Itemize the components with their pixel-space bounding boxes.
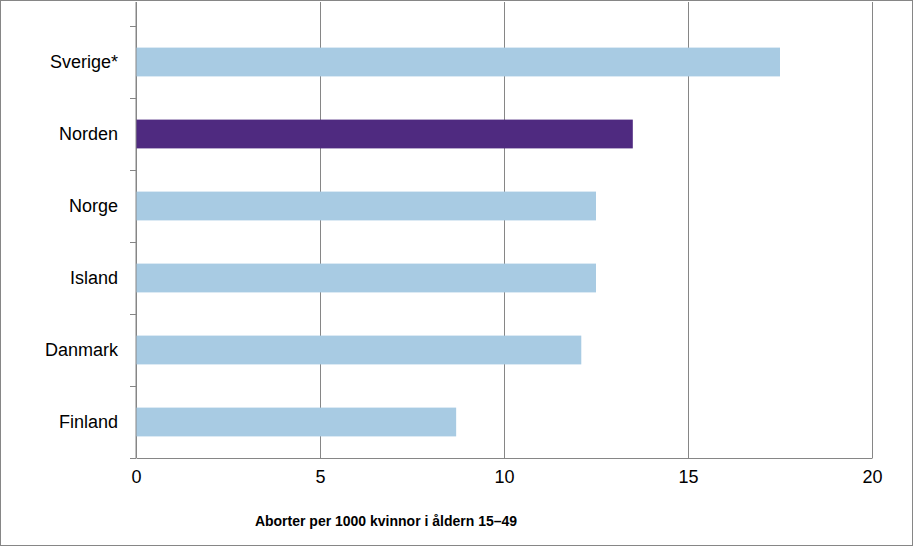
y-tick: Danmark — [45, 340, 136, 360]
x-axis-line — [137, 458, 873, 459]
category-separator — [130, 386, 136, 387]
category-separator — [130, 314, 136, 315]
category-separator — [130, 98, 136, 99]
bar — [136, 336, 581, 365]
bars — [136, 48, 780, 437]
y-tick-label: Norden — [59, 124, 118, 144]
y-tick: Norden — [59, 124, 136, 144]
x-tick-label: 20 — [862, 467, 882, 487]
y-tick-label: Finland — [59, 412, 118, 432]
y-tick: Island — [70, 268, 136, 288]
x-tick: 10 — [494, 458, 514, 487]
y-tick: Finland — [59, 412, 136, 432]
chart-container: 0 5 10 15 20 Sverige* Norden Norge Island Danmark… — [0, 0, 913, 546]
x-tick-label: 5 — [315, 467, 325, 487]
y-tick-label: Island — [70, 268, 118, 288]
grid-line — [136, 2, 137, 458]
grid-line — [872, 2, 873, 458]
bar — [136, 408, 456, 437]
y-tick: Norge — [69, 196, 136, 216]
y-axis-line — [136, 2, 137, 458]
category-separator — [130, 26, 136, 27]
x-tick-label: 10 — [494, 467, 514, 487]
x-tick: 5 — [315, 458, 325, 487]
grid — [136, 2, 872, 458]
category-separator — [130, 242, 136, 243]
x-tick-label: 15 — [678, 467, 698, 487]
bar — [136, 192, 596, 221]
chart-border — [1, 1, 913, 546]
category-separator — [130, 458, 136, 459]
x-axis: 0 5 10 15 20 — [131, 458, 882, 487]
x-tick: 0 — [131, 458, 141, 487]
x-tick-label: 0 — [131, 467, 141, 487]
x-tick: 15 — [678, 458, 698, 487]
bar — [136, 48, 780, 77]
bar — [136, 264, 596, 293]
x-axis-title: Aborter per 1000 kvinnor i åldern 15–49 — [255, 513, 517, 529]
chart-svg: 0 5 10 15 20 Sverige* Norden Norge Island Danmark… — [0, 0, 913, 546]
x-tick: 20 — [862, 458, 882, 487]
y-tick-label: Sverige* — [50, 52, 118, 72]
y-tick-label: Norge — [69, 196, 118, 216]
bar — [136, 120, 633, 149]
category-separator — [130, 170, 136, 171]
y-tick-label: Danmark — [45, 340, 119, 360]
y-tick: Sverige* — [50, 52, 136, 72]
y-axis: Sverige* Norden Norge Island Danmark Finland — [45, 2, 136, 458]
category-separators — [130, 26, 136, 458]
